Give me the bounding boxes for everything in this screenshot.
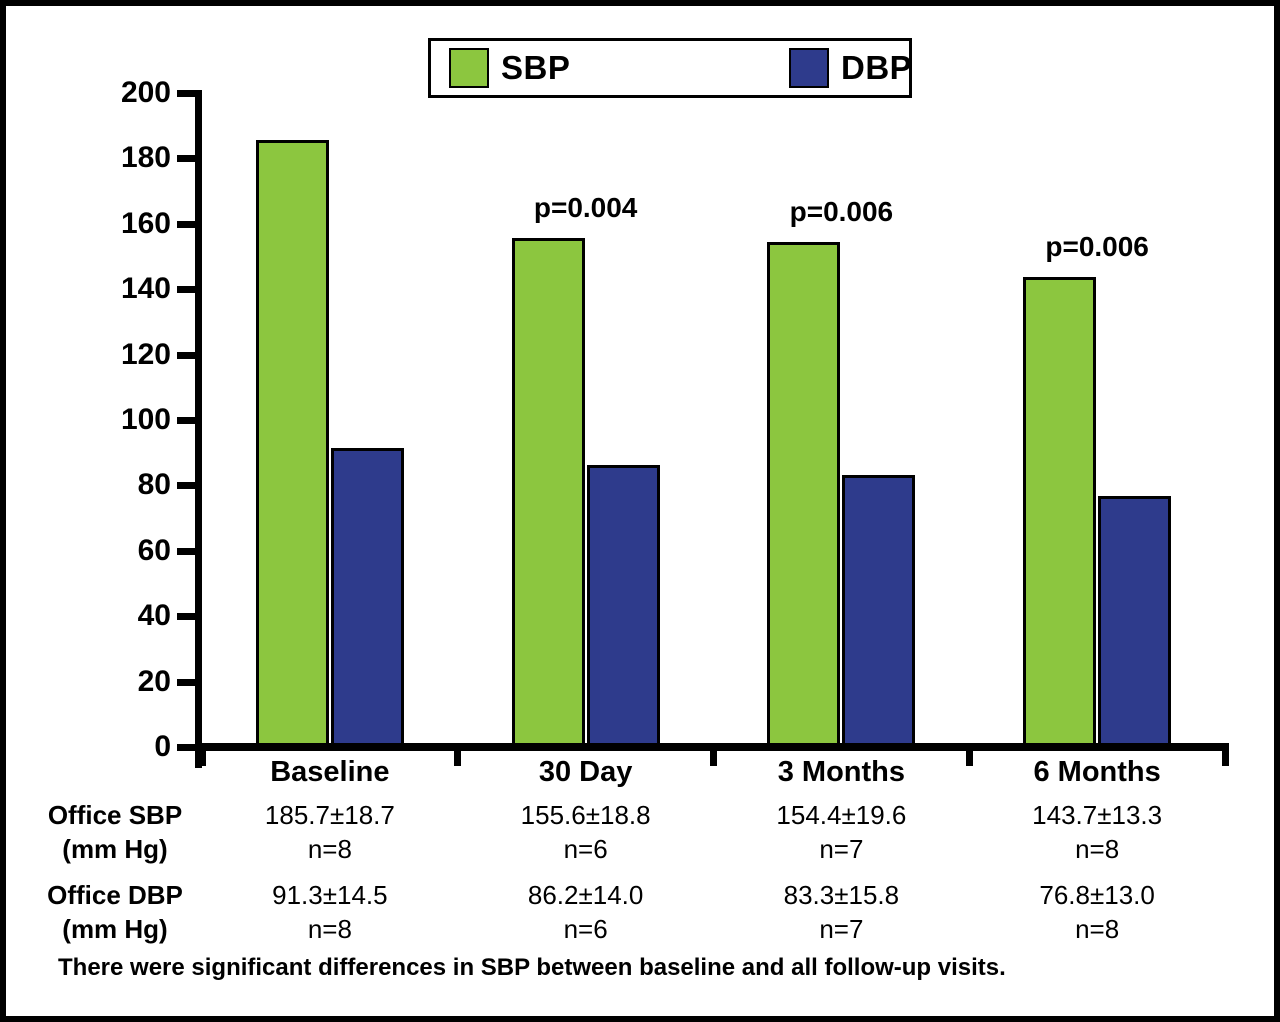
table-cell: 91.3±14.5 n=8: [202, 878, 458, 946]
legend-entry-sbp: SBP: [449, 41, 570, 95]
table-cell-n: n=8: [307, 834, 352, 864]
category-label: 3 Months: [777, 756, 906, 788]
y-tick: [177, 417, 195, 424]
table-cell: 83.3±15.8 n=7: [714, 878, 970, 946]
category-label: 6 Months: [1033, 756, 1161, 788]
table-cell-value: 185.7±18.7: [264, 800, 395, 830]
bar-sbp: [1023, 277, 1096, 747]
table-cell-value: 86.2±14.0: [527, 880, 644, 910]
bar-sbp: [767, 242, 840, 747]
y-tick-label: 120: [120, 337, 171, 371]
bar-dbp: [842, 475, 915, 747]
dbp-color-swatch: [789, 48, 829, 88]
table-row-label-line2: (mm Hg): [62, 914, 168, 944]
table-row-label: Office DBP (mm Hg): [28, 878, 202, 946]
y-tick: [177, 744, 195, 751]
table-cell-n: n=7: [819, 834, 864, 864]
table-cell-value: 154.4±19.6: [776, 800, 907, 830]
p-value-label: p=0.004: [533, 192, 638, 223]
table-cell-value: 83.3±15.8: [783, 880, 900, 910]
x-tick: [1222, 743, 1229, 766]
table-cell: 86.2±14.0 n=6: [458, 878, 714, 946]
table-cell: 143.7±13.3 n=8: [969, 798, 1225, 866]
table-cell-value: 91.3±14.5: [272, 880, 388, 910]
y-tick-label: 140: [120, 272, 171, 306]
plot-area: p=0.004 p=0.006 p=0.006: [202, 93, 1225, 747]
table-cell-value: 143.7±13.3: [1032, 800, 1163, 830]
y-tick: [177, 220, 195, 228]
bar-dbp: [587, 465, 660, 747]
table-cell-value: 155.6±18.8: [520, 800, 651, 830]
y-tick: [177, 90, 195, 97]
bar-sbp: [512, 238, 585, 747]
category-label: 30 Day: [538, 756, 633, 788]
table-row-label-line1: Office SBP: [47, 800, 183, 830]
y-tick: [177, 482, 195, 490]
table-cell: 185.7±18.7 n=8: [202, 798, 458, 866]
bar-dbp: [331, 448, 404, 747]
sbp-color-swatch: [449, 48, 489, 88]
table-cell-n: n=8: [1075, 834, 1120, 864]
bar-dbp: [1098, 496, 1171, 747]
x-tick: [454, 743, 461, 766]
y-tick: [177, 351, 195, 359]
p-value-label: p=0.006: [789, 196, 894, 227]
y-tick-label: 40: [137, 599, 171, 633]
x-tick: [199, 743, 206, 766]
table-cell-value: 76.8±13.0: [1039, 880, 1155, 910]
y-tick: [177, 155, 195, 163]
table-cell-n: n=7: [819, 914, 864, 944]
table-cell-n: n=8: [307, 914, 352, 944]
table-cell: 76.8±13.0 n=8: [969, 878, 1225, 946]
y-tick-label: 0: [154, 730, 171, 763]
x-tick: [710, 743, 717, 766]
table-cell-n: n=6: [563, 914, 608, 944]
y-tick: [177, 547, 195, 555]
bar-sbp: [256, 140, 329, 747]
y-tick-label: 20: [137, 664, 171, 698]
footnote: There were significant differences in SB…: [58, 954, 1006, 981]
table-row-label: Office SBP (mm Hg): [28, 798, 202, 866]
y-axis-line: [195, 90, 202, 768]
category-label: Baseline: [270, 756, 390, 788]
y-tick-label: 60: [137, 533, 171, 567]
table-cell-n: n=8: [1075, 914, 1120, 944]
y-tick: [177, 613, 195, 621]
y-tick-label: 180: [120, 141, 171, 175]
legend-label-dbp: DBP: [841, 49, 913, 86]
x-tick: [966, 743, 973, 766]
table-cell-n: n=6: [563, 834, 608, 864]
table-cell: 155.6±18.8 n=6: [458, 798, 714, 866]
legend-entry-dbp: DBP: [789, 41, 912, 95]
y-tick-label: 100: [120, 403, 171, 436]
p-value-label: p=0.006: [1045, 231, 1149, 262]
table-cell: 154.4±19.6 n=7: [714, 798, 970, 866]
y-tick-label: 160: [120, 206, 171, 240]
y-tick: [177, 286, 195, 294]
table-row-label-line1: Office DBP: [47, 880, 183, 910]
legend: SBP DBP: [428, 38, 912, 98]
legend-label-sbp: SBP: [501, 49, 571, 86]
y-tick-label: 80: [137, 468, 171, 502]
y-tick-label: 200: [120, 76, 171, 109]
y-tick: [177, 678, 195, 686]
table-row-label-line2: (mm Hg): [62, 834, 168, 864]
